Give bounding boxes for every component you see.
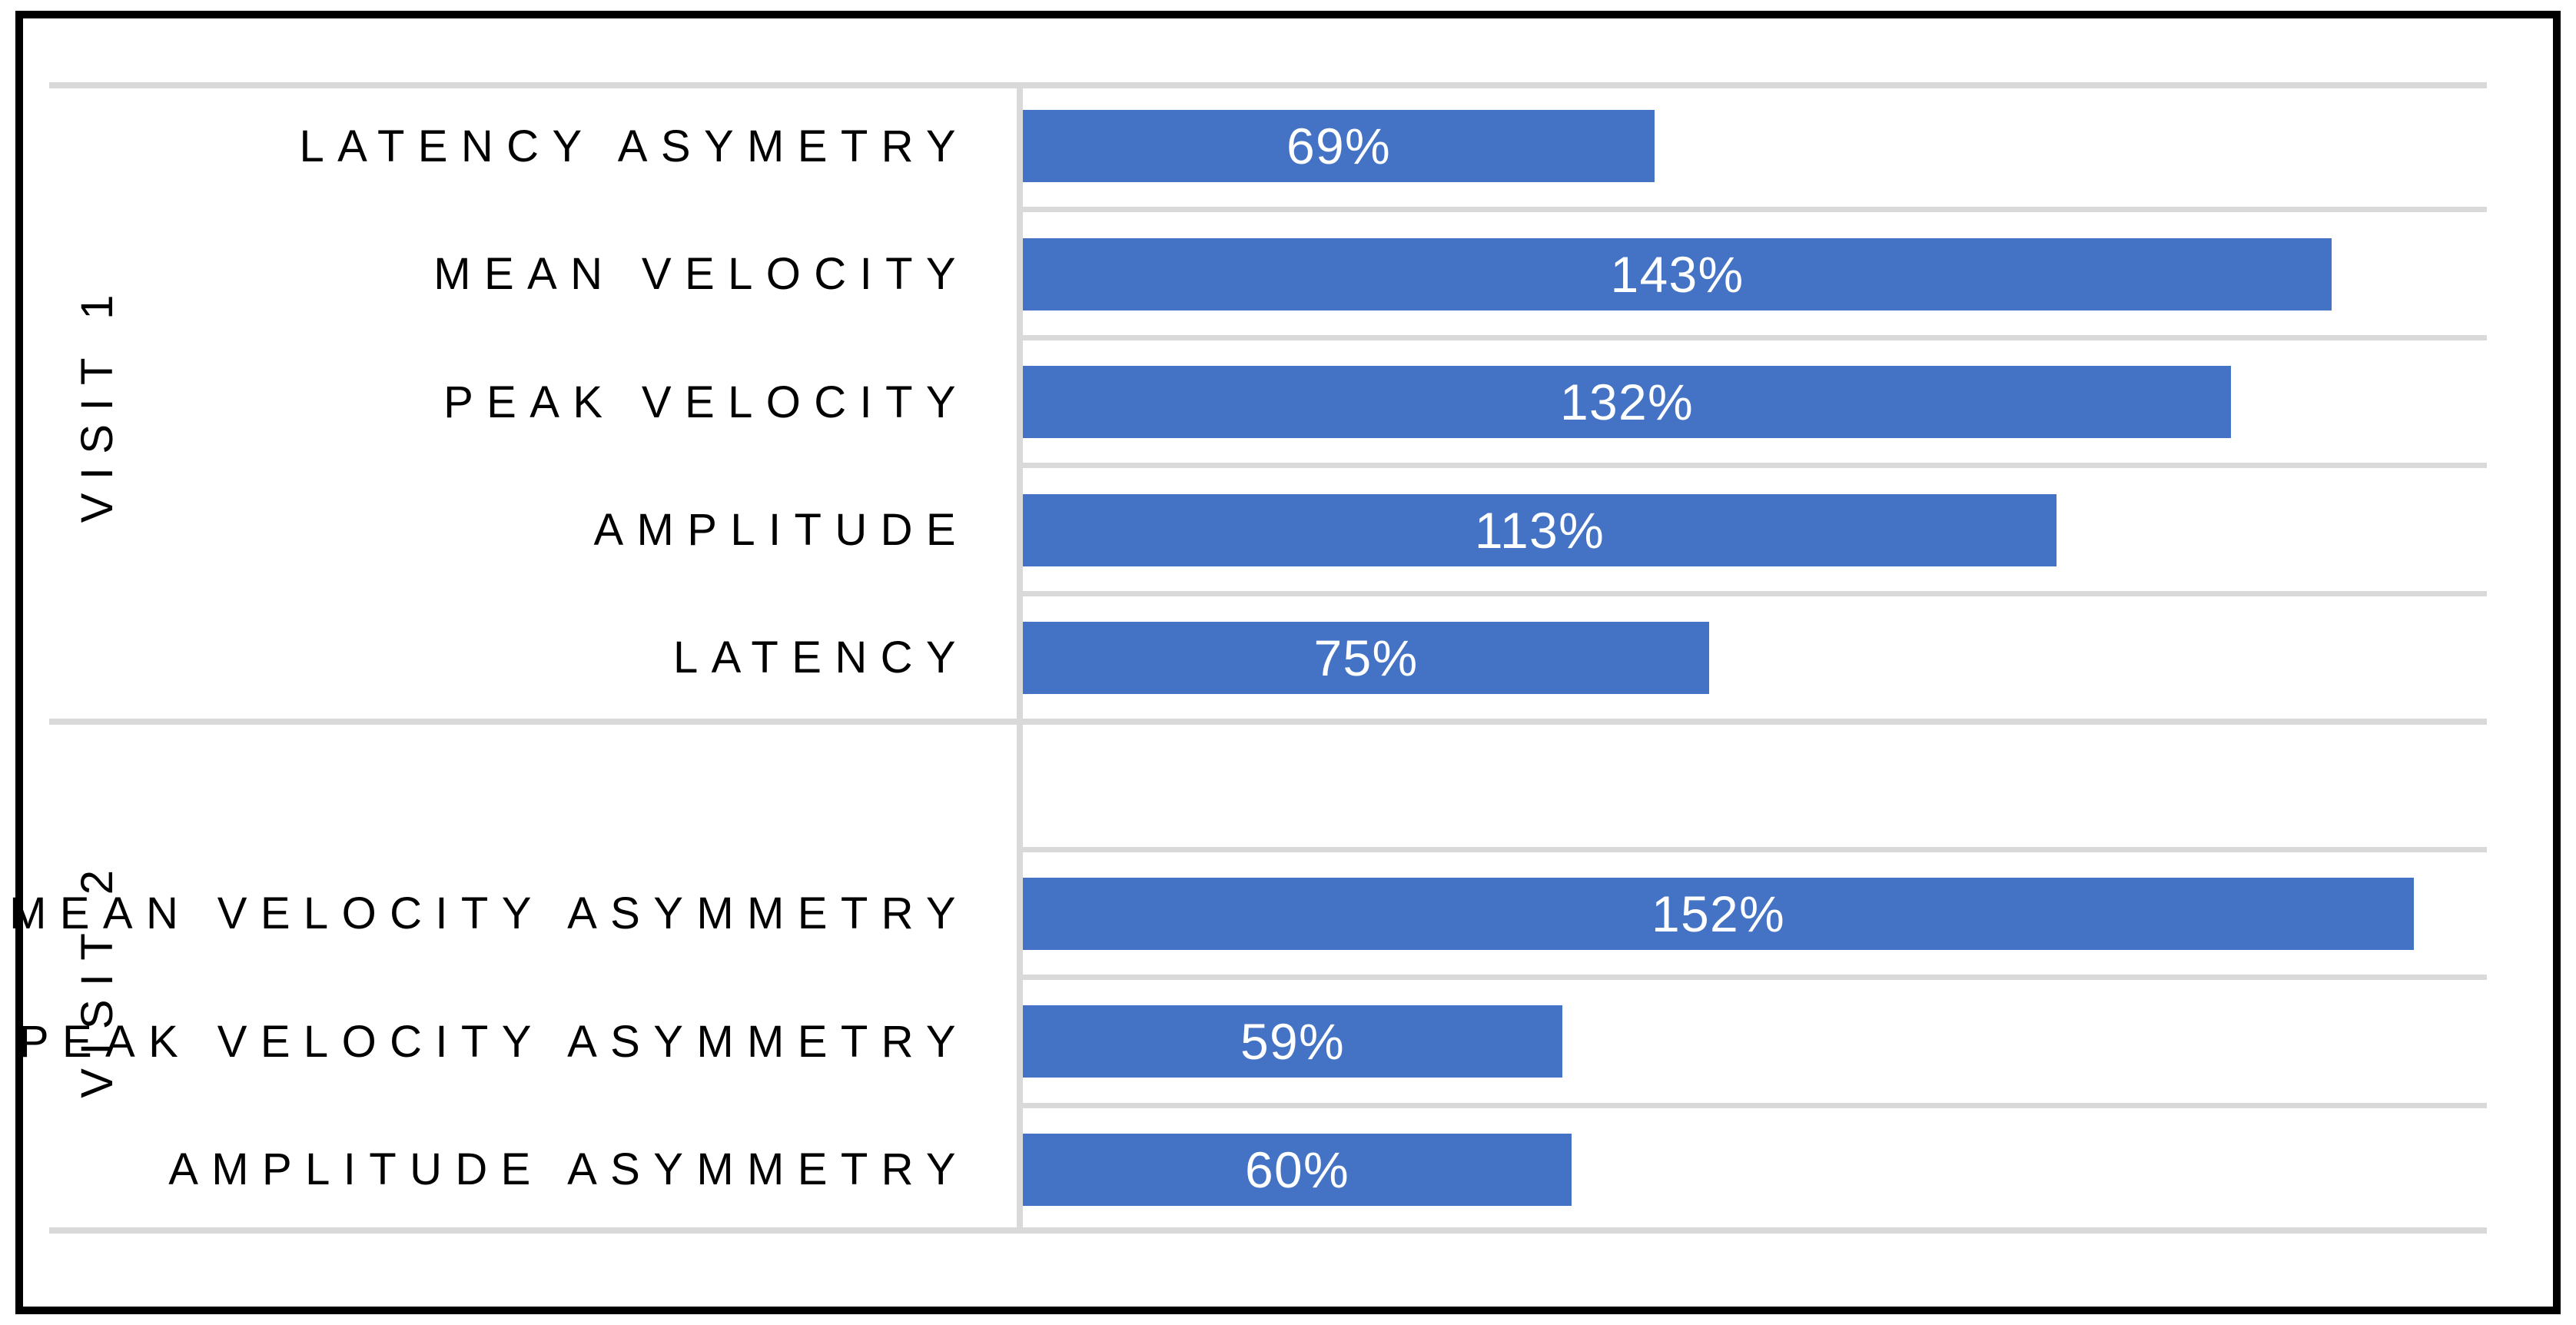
gridline <box>1017 463 2487 469</box>
chart-row: MEAN VELOCITY 143% <box>49 210 2487 337</box>
group-separator-line <box>49 719 2487 726</box>
category-label: AMPLITUDE ASYMMETRY <box>168 1144 969 1195</box>
bar: 59% <box>1023 1005 1562 1078</box>
bar-value-label: 143% <box>1610 245 1744 303</box>
gridline <box>1017 846 2487 852</box>
bar-value-label: 75% <box>1313 629 1419 686</box>
bar: 132% <box>1023 366 2231 439</box>
bar: 143% <box>1023 237 2332 310</box>
gridline <box>1017 1102 2487 1108</box>
chart-border <box>15 11 2561 1314</box>
bar: 75% <box>1023 621 1709 694</box>
bar: 69% <box>1023 110 1655 183</box>
bar: 60% <box>1023 1133 1572 1206</box>
bar-value-label: 60% <box>1244 1141 1350 1198</box>
chart-boundary-line <box>49 82 2487 88</box>
chart-row: AMPLITUDE ASYMMETRY 60% <box>49 1106 2487 1234</box>
bar: 152% <box>1023 877 2414 950</box>
category-label: MEAN VELOCITY <box>433 249 969 300</box>
chart-row: PEAK VELOCITY 132% <box>49 338 2487 466</box>
chart-row: AMPLITUDE 113% <box>49 466 2487 593</box>
chart-row: MEAN VELOCITY ASYMMETRY 152% <box>9 850 2487 978</box>
gridline <box>1017 590 2487 596</box>
category-label: LATENCY ASYMETRY <box>299 121 969 171</box>
bar-value-label: 69% <box>1286 118 1392 175</box>
category-label: PEAK VELOCITY ASYMMETRY <box>18 1016 969 1067</box>
category-label <box>49 722 1017 849</box>
bar-value-label: 132% <box>1559 374 1695 431</box>
bar-value-label: 152% <box>1651 885 1786 942</box>
chart-row: PEAK VELOCITY ASYMMETRY 59% <box>18 978 2487 1105</box>
gridline <box>1017 207 2487 213</box>
bar-value-label: 59% <box>1240 1013 1346 1071</box>
category-label: AMPLITUDE <box>593 505 969 556</box>
bar-chart-plot-area: VISIT 1 VISIT 2 LATENCY ASYMETRY 69% MEAN … <box>9 82 2487 1234</box>
bar-value-label: 113% <box>1474 501 1605 559</box>
chart-row <box>49 722 2487 849</box>
chart-boundary-line <box>49 1227 2487 1234</box>
gridline <box>1017 334 2487 340</box>
category-label: PEAK VELOCITY <box>443 377 969 427</box>
chart-row: LATENCY ASYMETRY 69% <box>49 82 2487 210</box>
chart-row: LATENCY 75% <box>49 594 2487 722</box>
gridline <box>1017 975 2487 981</box>
category-axis-line <box>1017 82 1023 1234</box>
category-label: MEAN VELOCITY ASYMMETRY <box>9 888 969 939</box>
category-label: LATENCY <box>672 633 969 683</box>
bar: 113% <box>1023 493 2056 566</box>
